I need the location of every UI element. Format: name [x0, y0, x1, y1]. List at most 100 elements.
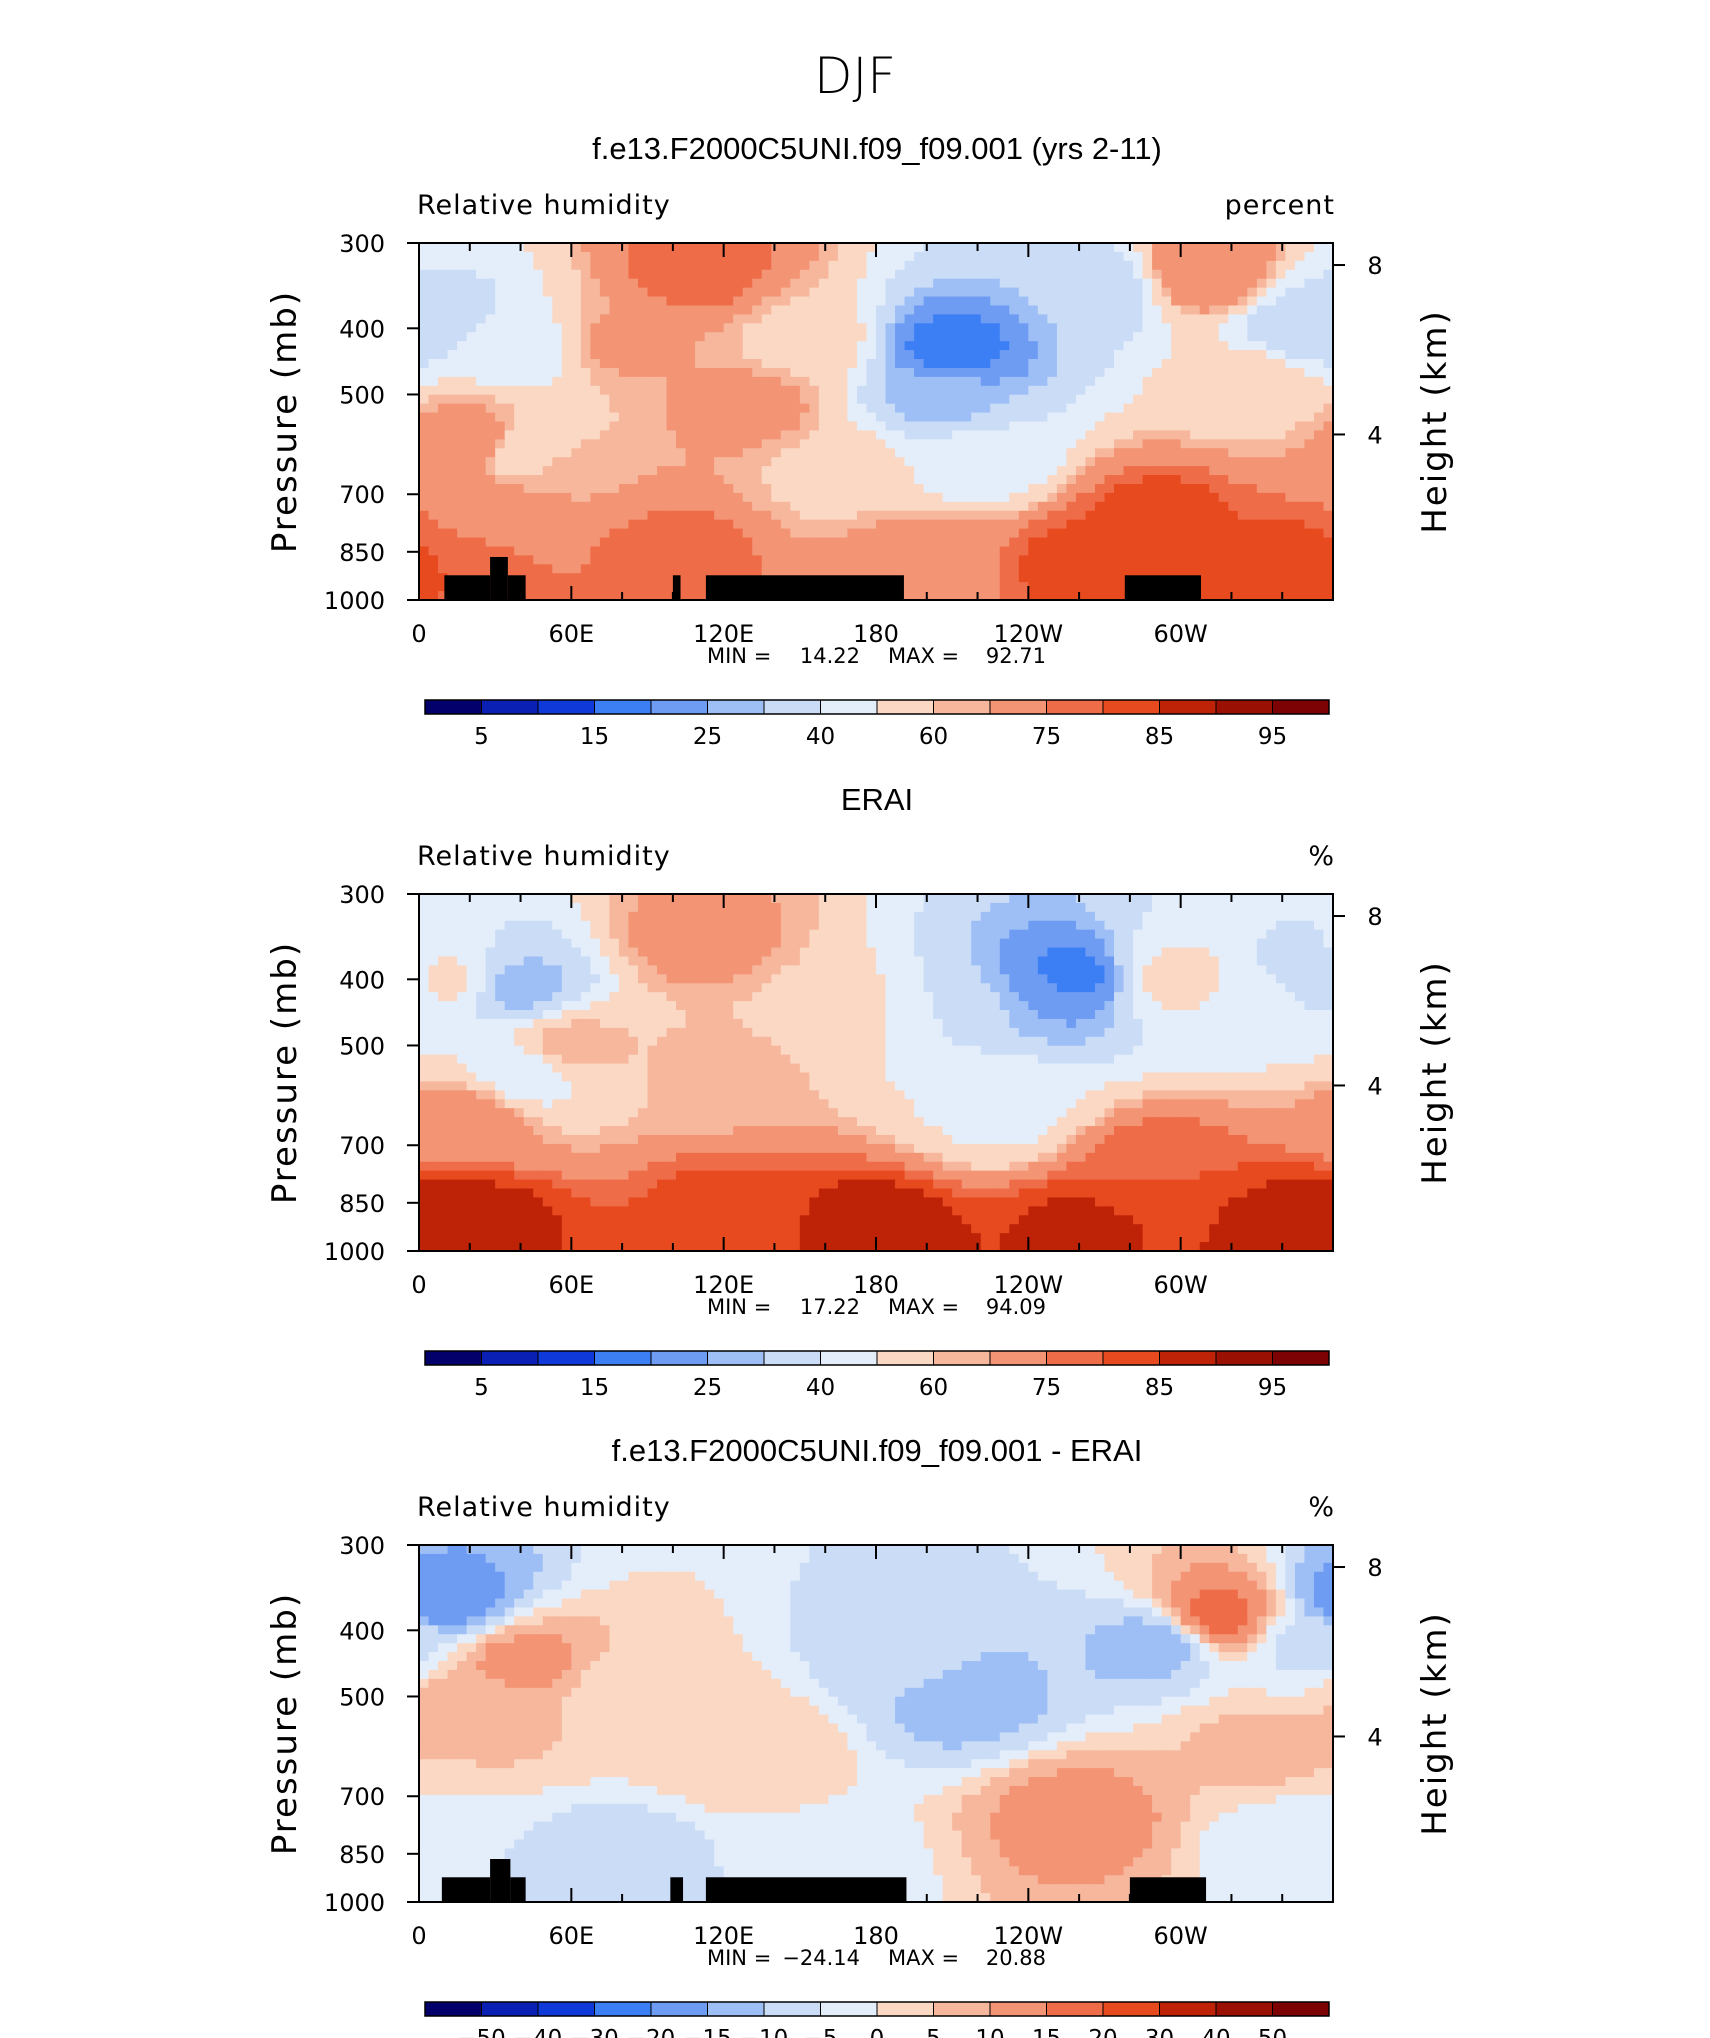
contour-cell — [799, 421, 810, 432]
contour-cell — [552, 911, 563, 922]
contour-cell — [1142, 439, 1153, 449]
contour-cell — [1085, 510, 1096, 521]
contour-cell — [438, 385, 449, 396]
contour-cell — [647, 243, 658, 253]
contour-cell — [1190, 475, 1201, 485]
contour-cell — [438, 394, 449, 405]
contour-cell — [647, 385, 658, 396]
contour-cell — [752, 974, 763, 984]
contour-cell — [733, 287, 744, 298]
contour-cell — [837, 359, 849, 369]
contour-cell — [942, 367, 953, 378]
contour-cell — [1161, 350, 1172, 360]
contour-cell — [1171, 947, 1182, 958]
contour-cell — [942, 546, 953, 556]
contour-cell — [599, 902, 611, 913]
contour-cell — [1304, 894, 1315, 904]
contour-cell — [761, 564, 772, 574]
contour-cell — [780, 947, 791, 958]
contour-cell — [961, 591, 972, 600]
contour-cell — [533, 510, 544, 521]
contour-cell — [856, 332, 868, 342]
contour-cell — [885, 564, 896, 574]
contour-cell — [733, 938, 744, 949]
contour-cell — [561, 296, 572, 307]
contour-cell — [1304, 483, 1315, 494]
contour-cell — [809, 430, 820, 440]
contour-cell — [980, 439, 991, 449]
contour-cell — [504, 537, 515, 548]
contour-cell — [1161, 457, 1172, 467]
contour-cell — [980, 537, 991, 548]
contour-cell — [933, 929, 944, 940]
contour-cell — [933, 412, 944, 423]
contour-cell — [504, 894, 515, 904]
contour-cell — [637, 911, 649, 922]
contour-cell — [1075, 457, 1087, 467]
contour-cell — [828, 439, 839, 449]
contour-cell — [1152, 251, 1163, 262]
contour-cell — [1199, 412, 1210, 423]
contour-cell — [1199, 403, 1210, 414]
contour-cell — [742, 911, 753, 922]
contour-cell — [1161, 475, 1172, 485]
contour-cell — [714, 367, 725, 378]
contour-cell — [485, 537, 496, 548]
contour-cell — [780, 929, 791, 940]
contour-cell — [457, 564, 468, 574]
contour-cell — [1323, 448, 1333, 458]
contour-cell — [856, 920, 868, 931]
contour-cell — [847, 394, 858, 405]
contour-cell — [1075, 350, 1087, 360]
contour-cell — [419, 983, 430, 993]
contour-cell — [685, 920, 696, 931]
contour-cell — [1313, 519, 1325, 530]
contour-cell — [466, 305, 477, 316]
contour-cell — [818, 947, 829, 958]
contour-cell — [1123, 323, 1134, 333]
contour-cell — [742, 501, 753, 512]
contour-cell — [419, 519, 430, 530]
contour-cell — [876, 483, 887, 494]
contour-cell — [1209, 341, 1220, 351]
contour-cell — [1285, 564, 1296, 574]
contour-cell — [1304, 350, 1315, 360]
contour-cell — [419, 403, 430, 414]
contour-cell — [1133, 332, 1144, 342]
contour-cell — [1266, 269, 1277, 280]
contour-cell — [1323, 457, 1333, 467]
contour-cell — [742, 269, 753, 280]
contour-cell — [676, 421, 687, 432]
contour-cell — [1256, 965, 1267, 975]
contour-cell — [1256, 546, 1267, 556]
contour-cell — [1037, 501, 1048, 512]
contour-cell — [914, 564, 925, 574]
contour-cell — [1275, 448, 1286, 458]
contour-cell — [1152, 457, 1163, 467]
contour-cell — [895, 243, 906, 253]
contour-cell — [561, 894, 572, 904]
contour-cell — [580, 359, 591, 369]
contour-cell — [628, 555, 639, 565]
contour-cell — [1304, 956, 1315, 967]
contour-cell — [904, 983, 915, 993]
contour-cell — [419, 278, 430, 289]
contour-cell — [856, 537, 868, 548]
contour-cell — [885, 555, 896, 565]
contour-cell — [799, 466, 810, 476]
contour-cell — [561, 475, 572, 485]
contour-cell — [1313, 359, 1325, 369]
contour-cell — [609, 546, 620, 556]
contour-cell — [1199, 466, 1210, 476]
contour-cell — [942, 457, 953, 467]
contour-cell — [657, 902, 668, 913]
contour-cell — [666, 314, 677, 324]
contour-cell — [571, 367, 582, 378]
contour-cell — [952, 394, 963, 405]
contour-cell — [447, 546, 458, 556]
contour-cell — [1266, 323, 1277, 333]
contour-cell — [533, 314, 544, 324]
contour-cell — [1199, 938, 1210, 949]
contour-cell — [961, 573, 972, 583]
contour-cell — [790, 466, 801, 476]
